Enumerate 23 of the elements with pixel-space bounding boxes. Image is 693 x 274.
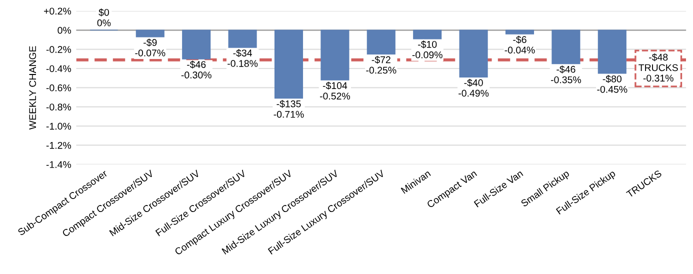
data-label: -$135 -0.71% [274, 100, 304, 118]
data-label: -$72 -0.25% [366, 56, 396, 74]
y-tick-label: -1.4% [46, 161, 72, 168]
y-tick-label: +0.2% [44, 8, 72, 15]
y-tick-label: -0.6% [46, 84, 72, 92]
y-tick-label: -1.2% [46, 142, 72, 149]
data-label: -$40 -0.49% [458, 78, 489, 97]
data-label: -$6 -0.04% [504, 36, 535, 54]
ref-line-label: -$48 TRUCKS -0.31% [638, 53, 678, 82]
y-tick-label: -1.0% [46, 122, 72, 130]
y-axis-title: WEEKLY CHANGE [29, 46, 36, 130]
data-label: -$10 -0.09% [412, 40, 442, 58]
data-label: -$46 -0.35% [550, 65, 582, 84]
y-tick-label: -0.4% [46, 65, 72, 72]
y-tick-label: 0% [58, 26, 72, 34]
data-label: -$34 -0.18% [228, 49, 258, 67]
data-label: $0 0% [97, 8, 111, 26]
y-tick-label: -0.2% [46, 46, 72, 53]
y-tick-label: -0.8% [46, 104, 72, 110]
data-label: -$80 -0.45% [597, 75, 628, 93]
data-label: -$46 -0.30% [181, 60, 212, 78]
data-label: -$9 -0.07% [135, 38, 166, 56]
data-label: -$104 -0.52% [320, 82, 350, 100]
